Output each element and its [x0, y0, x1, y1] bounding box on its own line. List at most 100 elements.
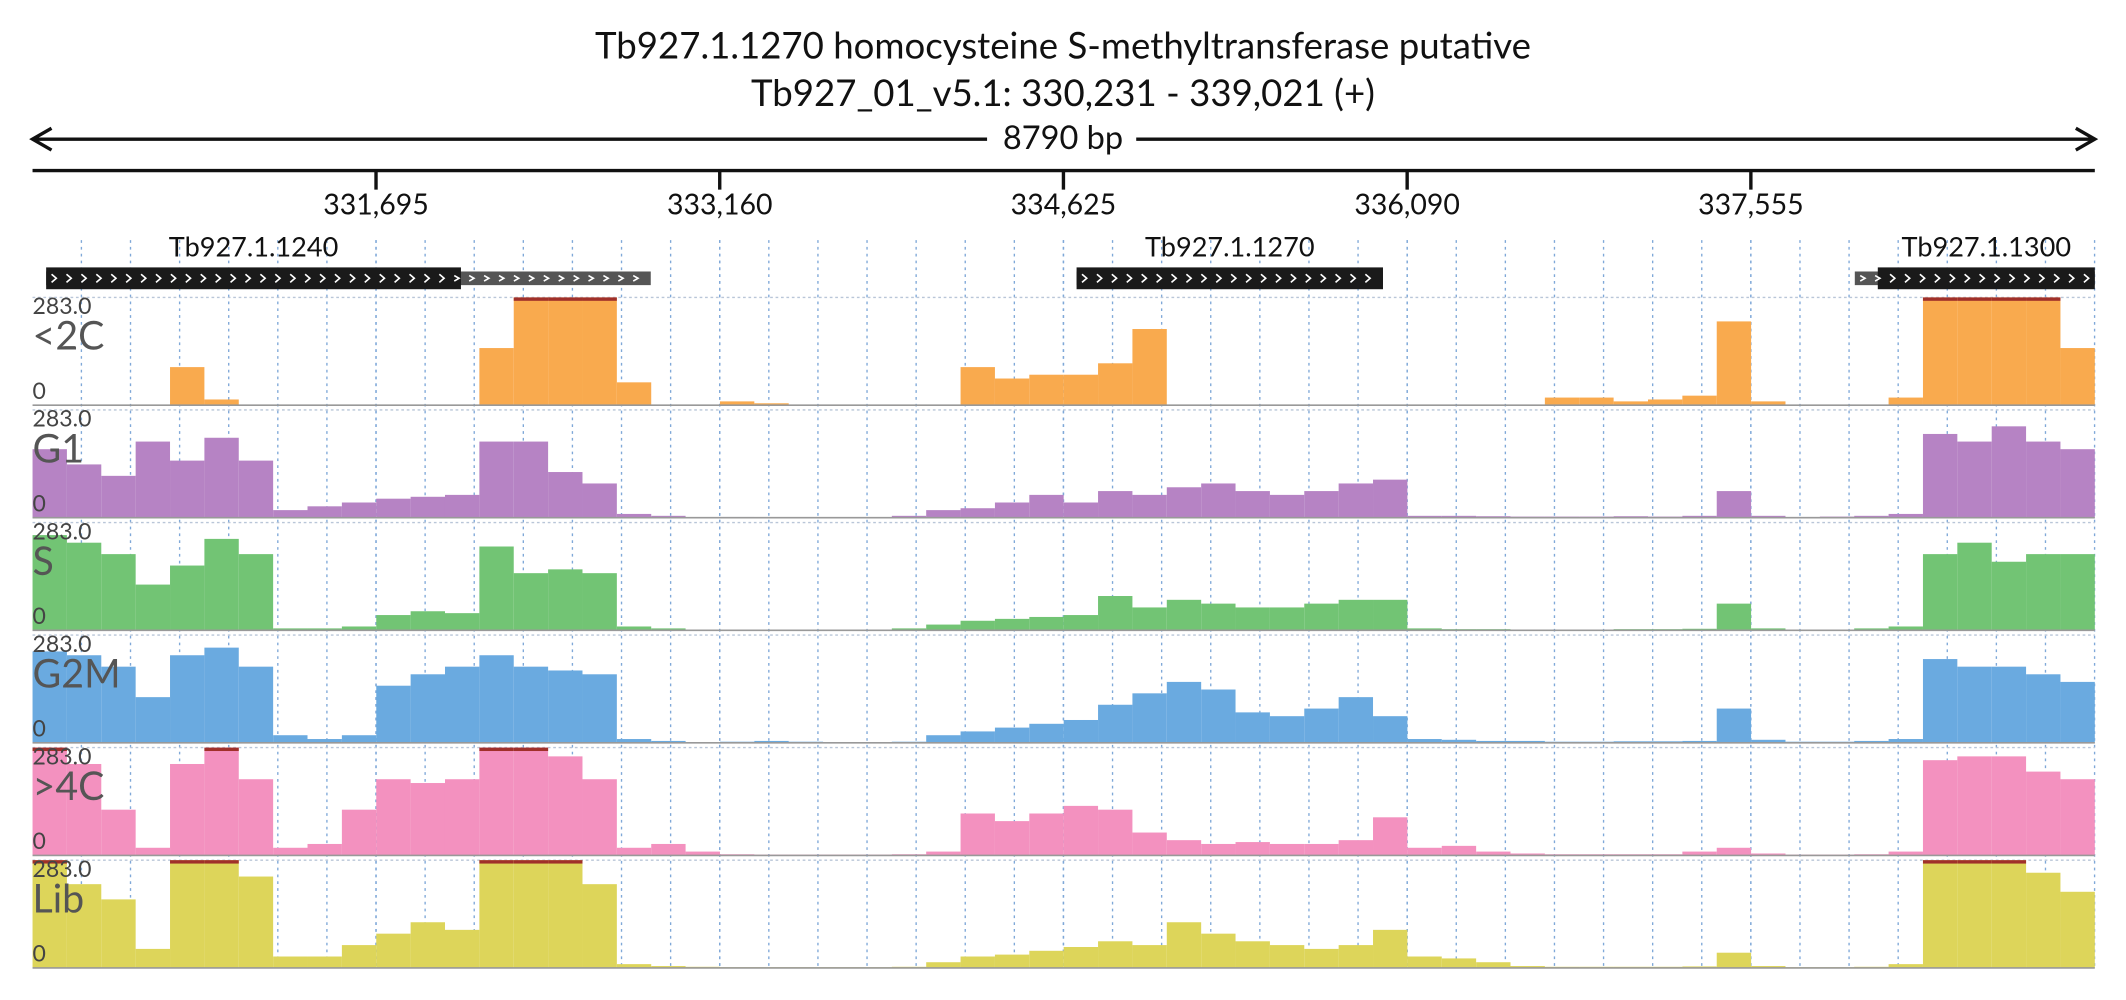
- coverage-bar: [376, 779, 411, 856]
- coverage-bar: [1991, 297, 2027, 406]
- coverage-bar: [994, 821, 1030, 856]
- coverage-bar: [926, 735, 961, 743]
- coverage-bar: [135, 847, 171, 856]
- coverage-bar: [204, 647, 239, 743]
- coverage-bar: [1716, 708, 1752, 743]
- coverage-bar: [616, 847, 652, 856]
- coverage-bar: [2060, 449, 2095, 518]
- coverage-bar: [1373, 817, 1408, 856]
- coverage-bar: [1098, 596, 1133, 631]
- coverage-bar: [1922, 433, 1958, 518]
- coverage-bar: [1201, 689, 1236, 743]
- coverage-bar: [1407, 847, 1442, 856]
- coverage-bar: [444, 494, 480, 518]
- coverage-bar: [1922, 860, 1958, 968]
- coverage-bar: [1888, 851, 1923, 856]
- coverage-bar: [1544, 397, 1580, 406]
- coverage-bar: [1029, 616, 1064, 631]
- coverage-bar: [1029, 813, 1064, 856]
- coverage-bar: [341, 502, 377, 518]
- clip-marker: [479, 747, 514, 752]
- coverage-bar: [1338, 697, 1374, 743]
- coverage-bar: [1888, 739, 1923, 743]
- coverage-bar: [1304, 603, 1339, 631]
- coverage-bar: [170, 367, 205, 406]
- coverage-bar: [1922, 760, 1958, 856]
- coverage-bar: [204, 747, 239, 856]
- coverage-bar: [1716, 321, 1752, 406]
- coverage-bar: [1441, 845, 1477, 856]
- coverage-bar: [273, 510, 308, 518]
- coverage-bar: [513, 860, 549, 968]
- coverage-bar: [1098, 704, 1133, 743]
- coverage-bar: [1166, 487, 1202, 518]
- track-label: Lib: [33, 874, 85, 921]
- coverage-bar: [1063, 719, 1099, 743]
- coverage-bar: [444, 929, 480, 968]
- clip-marker: [32, 747, 67, 752]
- coverage-bar: [1269, 607, 1305, 631]
- coverage-bar: [273, 735, 308, 743]
- gene-strand: [1859, 273, 2090, 284]
- coverage-bar: [273, 847, 308, 856]
- coverage-bar: [376, 933, 411, 968]
- coverage-bar: [582, 779, 617, 856]
- gene-cds: [1076, 267, 1383, 290]
- coverage-bar: [719, 401, 755, 406]
- coverage-bar: [32, 449, 67, 518]
- coverage-bar: [410, 922, 445, 968]
- coverage-bar: [1166, 840, 1202, 856]
- coverage-bar: [1338, 599, 1374, 631]
- track-label: G1: [33, 424, 85, 471]
- x-tick-label: 333,160: [667, 188, 773, 222]
- coverage-bar: [1063, 805, 1099, 856]
- coverage-bar: [1510, 853, 1545, 856]
- coverage-bar: [1098, 809, 1133, 856]
- y-tick-label: 0: [33, 938, 46, 966]
- coverage-bar: [376, 498, 411, 518]
- coverage-bar: [513, 297, 549, 406]
- chart-title: Tb927.1.1270 homocysteine S-methyltransf…: [595, 22, 1531, 66]
- coverage-bar: [1957, 297, 1992, 406]
- coverage-bar: [891, 515, 927, 518]
- coverage-bar: [1063, 615, 1099, 631]
- coverage-bar: [410, 496, 445, 518]
- coverage-bar: [1751, 853, 1786, 856]
- coverage-bar: [66, 884, 102, 968]
- coverage-bar: [66, 655, 102, 743]
- coverage-bar: [479, 860, 514, 968]
- coverage-bar: [66, 464, 102, 518]
- coverage-bar: [1888, 513, 1923, 518]
- coverage-bar: [926, 510, 961, 518]
- coverage-bar: [1716, 491, 1752, 518]
- clip-marker: [1922, 297, 1958, 301]
- track-label: >4C: [33, 762, 105, 809]
- coverage-bar: [307, 739, 342, 743]
- coverage-bar: [582, 674, 617, 743]
- coverage-bar: [1888, 397, 1923, 406]
- x-tick-label: 337,555: [1698, 188, 1804, 222]
- coverage-bar: [1063, 502, 1099, 518]
- coverage-bar: [960, 813, 995, 856]
- coverage-bar: [2026, 441, 2061, 518]
- coverage-bar: [1957, 441, 1992, 518]
- coverage-bar: [1166, 681, 1202, 743]
- coverage-bar: [1373, 599, 1408, 631]
- coverage-bar: [444, 779, 480, 856]
- coverage-bar: [170, 565, 205, 631]
- coverage-bar: [1682, 740, 1717, 743]
- coverage-bar: [1647, 399, 1683, 406]
- coverage-bar: [307, 956, 342, 968]
- coverage-bar: [685, 851, 720, 856]
- coverage-bar: [1338, 945, 1374, 968]
- coverage-bar: [376, 615, 411, 631]
- coverage-bar: [1888, 626, 1923, 631]
- coverage-bar: [1510, 740, 1545, 743]
- coverage-bar: [410, 783, 445, 856]
- coverage-bar: [1476, 962, 1511, 968]
- coverage-bar: [1441, 515, 1477, 518]
- coverage-bar: [926, 962, 961, 968]
- track-label: <2C: [33, 312, 105, 359]
